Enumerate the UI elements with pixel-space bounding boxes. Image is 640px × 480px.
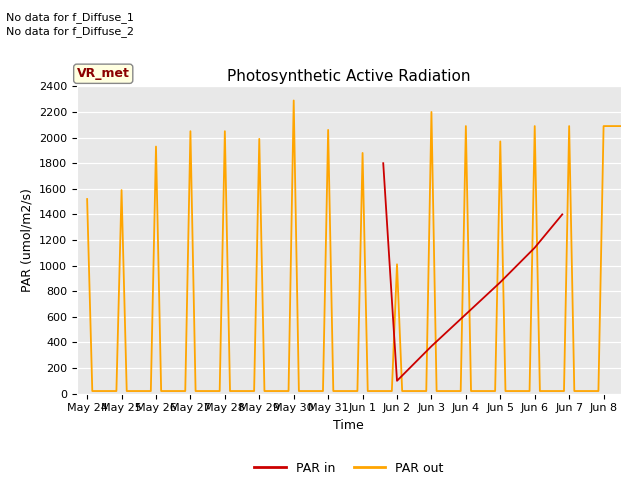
Text: VR_met: VR_met — [77, 67, 130, 80]
Y-axis label: PAR (umol/m2/s): PAR (umol/m2/s) — [20, 188, 33, 292]
Legend: PAR in, PAR out: PAR in, PAR out — [250, 456, 448, 480]
Text: No data for f_Diffuse_1: No data for f_Diffuse_1 — [6, 12, 134, 23]
Title: Photosynthetic Active Radiation: Photosynthetic Active Radiation — [227, 69, 470, 84]
Text: No data for f_Diffuse_2: No data for f_Diffuse_2 — [6, 26, 134, 37]
X-axis label: Time: Time — [333, 419, 364, 432]
